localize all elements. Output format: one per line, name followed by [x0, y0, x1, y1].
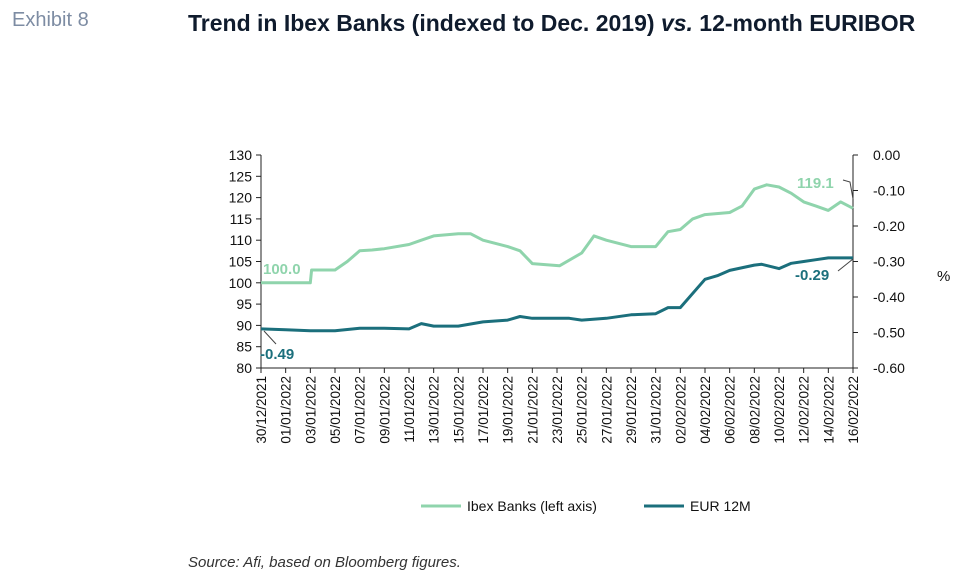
title-part-2: 12-month EURIBOR	[692, 10, 916, 36]
x-tick-label: 06/02/2022	[723, 376, 738, 444]
left-tick-label: 115	[230, 211, 253, 227]
left-tick-label: 125	[229, 168, 253, 184]
x-tick-label: 16/02/2022	[846, 376, 861, 444]
right-tick-label: -0.40	[873, 289, 905, 305]
x-tick-label: 02/02/2022	[673, 376, 688, 444]
x-tick-label: 29/01/2022	[624, 376, 639, 444]
leader-eur-end	[837, 258, 854, 272]
left-tick-label: 90	[236, 317, 252, 333]
right-tick-label: -0.50	[873, 325, 905, 341]
label-eur-start: -0.49	[260, 346, 294, 363]
label-ibex-start: 100.0	[263, 261, 301, 278]
left-tick-label: 110	[230, 232, 253, 248]
ibex-banks-line	[261, 183, 854, 285]
left-tick-label: 105	[229, 254, 253, 270]
legend-label-ibex: Ibex Banks (left axis)	[467, 498, 597, 514]
chart-annotations: 100.0 119.1 -0.49 -0.29	[260, 175, 854, 363]
x-tick-label: 13/01/2022	[427, 376, 442, 444]
label-ibex-end: 119.1	[797, 175, 834, 192]
label-eur-end: -0.29	[795, 267, 829, 284]
x-tick-label: 15/01/2022	[451, 376, 466, 444]
left-tick-label: 130	[229, 147, 253, 163]
right-tick-label: -0.10	[873, 183, 905, 199]
left-tick-label: 95	[236, 296, 252, 312]
left-tick-label: 120	[229, 190, 253, 206]
chart-title: Trend in Ibex Banks (indexed to Dec. 201…	[188, 7, 948, 39]
exhibit-label: Exhibit 8	[12, 9, 89, 31]
left-tick-label: 100	[229, 275, 253, 291]
x-tick-label: 31/01/2022	[649, 376, 664, 444]
right-tick-label: -0.60	[873, 360, 905, 376]
x-tick-label: 23/01/2022	[550, 376, 565, 444]
chart-axes: 80 85 90 95 100 105 110 115 120 125 130 0.00 -0.10 -0…	[229, 147, 951, 444]
x-tick-label: 19/01/2022	[501, 376, 516, 444]
x-tick-label: 27/01/2022	[599, 376, 614, 444]
right-tick-label: -0.30	[873, 254, 905, 270]
x-tick-label: 05/01/2022	[328, 376, 343, 444]
chart-lines	[260, 183, 854, 333]
x-tick-label: 25/01/2022	[575, 376, 590, 444]
left-tick-label: 80	[236, 360, 252, 376]
x-tick-label: 14/02/2022	[821, 376, 836, 444]
x-tick-label: 01/01/2022	[279, 376, 294, 444]
leader-eur-start	[263, 330, 277, 345]
x-tick-label: 08/02/2022	[747, 376, 762, 444]
right-tick-label: -0.20	[873, 218, 905, 234]
title-part-1: Trend in Ibex Banks (indexed to Dec. 201…	[188, 10, 661, 36]
right-axis-unit: %	[937, 268, 950, 285]
x-tick-label: 30/12/2021	[254, 376, 269, 444]
x-tick-label: 17/01/2022	[476, 376, 491, 444]
source-note: Source: Afi, based on Bloomberg figures.	[188, 554, 461, 571]
eur-12m-line	[260, 256, 853, 333]
x-tick-label: 10/02/2022	[772, 376, 787, 444]
x-tick-label: 07/01/2022	[353, 376, 368, 444]
x-tick-label: 03/01/2022	[303, 376, 318, 444]
x-tick-label: 21/01/2022	[525, 376, 540, 444]
title-vs: vs.	[660, 10, 693, 36]
legend-label-eur: EUR 12M	[690, 498, 751, 514]
chart-legend: Ibex Banks (left axis) EUR 12M	[421, 498, 751, 514]
left-tick-label: 85	[236, 339, 252, 355]
x-tick-label: 04/02/2022	[698, 376, 713, 444]
x-tick-label: 11/01/2022	[402, 376, 417, 443]
leader-ibex-end	[842, 179, 854, 200]
x-tick-label: 09/01/2022	[377, 376, 392, 444]
right-tick-label: 0.00	[873, 147, 900, 163]
x-tick-label: 12/02/2022	[797, 376, 812, 444]
